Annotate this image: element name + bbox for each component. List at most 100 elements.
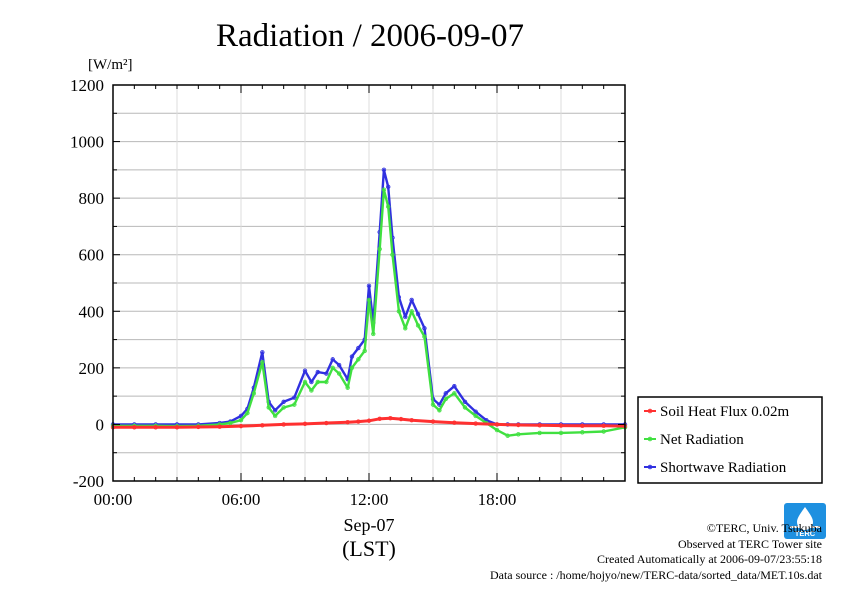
data-point <box>601 423 606 429</box>
y-tick-label: 0 <box>96 415 105 434</box>
data-point <box>345 419 350 425</box>
data-point <box>245 410 250 416</box>
data-point <box>281 422 286 427</box>
credits: ©TERC, Univ. Tsukuba Observed at TERC To… <box>490 521 822 583</box>
data-point <box>260 350 265 355</box>
site-text: Observed at TERC Tower site <box>677 536 822 551</box>
data-point <box>443 391 448 396</box>
plot-frame <box>112 84 626 482</box>
data-point <box>390 252 395 257</box>
data-point <box>403 314 408 320</box>
data-point <box>260 423 265 428</box>
data-point <box>366 283 372 289</box>
data-point <box>272 413 278 419</box>
data-point <box>505 433 510 438</box>
x-axis-date: Sep-07 <box>344 515 395 535</box>
data-point <box>238 417 244 423</box>
data-point <box>430 402 436 407</box>
data-point <box>309 388 314 393</box>
data-point <box>272 408 278 413</box>
data-point <box>403 326 408 331</box>
x-axis-unit: (LST) <box>342 536 396 561</box>
data-point <box>381 167 387 173</box>
data-point <box>292 402 297 407</box>
x-tick-label: 00:00 <box>94 490 133 509</box>
data-point <box>601 429 606 434</box>
logo-text: TERC <box>795 529 816 538</box>
legend-label: Net Radiation <box>660 432 744 448</box>
data-point <box>366 418 372 423</box>
data-point <box>580 430 585 435</box>
data-point <box>132 425 137 430</box>
data-point <box>516 422 521 428</box>
data-point <box>398 416 404 422</box>
data-point <box>422 334 427 339</box>
data-point <box>396 309 402 314</box>
legend-marker <box>647 464 653 470</box>
data-point <box>443 396 448 402</box>
data-point <box>174 425 180 430</box>
legend-marker <box>647 436 653 442</box>
data-point <box>260 360 265 365</box>
data-point <box>349 365 355 371</box>
data-point <box>238 413 244 419</box>
series-net-radiation <box>110 187 628 438</box>
series-line <box>113 168 625 426</box>
data-point <box>452 391 457 396</box>
data-point <box>580 423 585 429</box>
legend-marker <box>647 408 653 414</box>
x-tick-label: 18:00 <box>478 490 517 509</box>
copyright-text: ©TERC, Univ. Tsukuba <box>706 521 822 535</box>
data-point <box>537 430 542 436</box>
data-point <box>437 402 442 407</box>
data-point <box>345 385 350 390</box>
data-point <box>558 430 564 436</box>
series-line <box>113 188 626 437</box>
data-point <box>324 379 329 385</box>
data-point <box>238 423 244 429</box>
y-tick-label: 200 <box>79 359 105 378</box>
data-point <box>356 357 361 362</box>
legend-box <box>637 396 823 484</box>
data-point <box>452 384 457 389</box>
data-point <box>217 424 222 429</box>
data-point <box>473 413 478 419</box>
y-tick-labels: -200 0 200 400 600 800 1000 1200 <box>70 76 104 491</box>
y-tick-label: 600 <box>79 246 105 265</box>
data-point <box>356 345 361 351</box>
data-point <box>452 420 457 425</box>
data-point <box>381 187 387 192</box>
y-tick-label: 800 <box>79 189 105 208</box>
source-text: Data source : /home/hojyo/new/TERC-data/… <box>489 567 822 582</box>
data-point <box>409 309 414 314</box>
data-point <box>196 424 201 430</box>
data-point <box>388 416 393 421</box>
data-point <box>415 323 421 328</box>
data-point <box>281 405 286 410</box>
data-point <box>366 297 372 303</box>
data-point <box>494 422 500 427</box>
data-point <box>473 421 478 426</box>
legend-label: Shortwave Radiation <box>660 460 787 476</box>
data-point <box>324 371 329 376</box>
series-line <box>113 416 626 429</box>
data-point <box>516 432 521 437</box>
y-tick-label: 1200 <box>70 76 104 95</box>
data-point <box>537 423 542 428</box>
y-tick-label: -200 <box>73 472 104 491</box>
x-tick-labels: 00:00 06:00 12:00 18:00 <box>94 490 517 509</box>
data-point <box>349 354 355 359</box>
data-point <box>371 331 376 337</box>
data-point <box>302 379 308 385</box>
y-axis-unit: [W/m²] <box>88 57 132 73</box>
data-point <box>386 204 391 209</box>
data-point <box>422 326 427 331</box>
data-point <box>462 399 468 404</box>
y-tick-label: 1000 <box>70 133 104 152</box>
data-point <box>302 368 308 373</box>
legend-label: Soil Heat Flux 0.02m <box>660 404 790 420</box>
data-point <box>324 420 329 426</box>
data-point <box>281 399 286 404</box>
series-soil-heat-flux-0-02m <box>110 416 628 430</box>
